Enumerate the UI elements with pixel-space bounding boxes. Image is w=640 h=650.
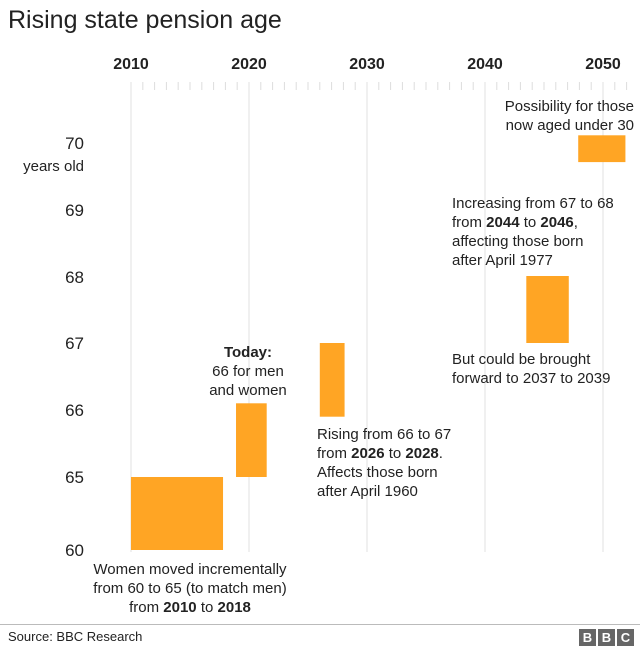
rising-line1: Rising from 66 to 67: [317, 426, 452, 443]
y-tick-label: 66: [65, 401, 84, 420]
possibility-line2: now aged under 30: [505, 117, 634, 134]
women-line1: Women moved incrementally: [93, 561, 287, 578]
pension-age-bar: [319, 343, 345, 417]
source-text: Source: BBC Research: [8, 629, 143, 644]
women-line3d: 2018: [217, 599, 251, 616]
y-tick-label: 70: [65, 134, 84, 153]
x-tick-label: 2010: [113, 56, 149, 73]
increasing-line2b: 2044: [486, 214, 520, 231]
increasing-line2c: to: [519, 214, 541, 231]
women-annotation: Women moved incrementally from 60 to 65 …: [40, 560, 340, 617]
rising-annotation: Rising from 66 to 67 from 2026 to 2028. …: [317, 425, 451, 501]
possibility-annotation: Possibility for those now aged under 30: [478, 97, 634, 135]
x-tick-label: 2030: [349, 56, 385, 73]
possibility-line1: Possibility for those: [504, 98, 634, 115]
y-tick-label: 67: [65, 334, 84, 353]
rising-line2a: from: [317, 445, 352, 462]
pension-age-bar: [526, 276, 569, 343]
increasing-line2e: ,: [573, 214, 578, 231]
today-line1: 66 for men: [212, 363, 284, 380]
women-line3b: 2010: [163, 599, 197, 616]
x-tick-label: 2040: [467, 56, 503, 73]
increasing-annotation: Increasing from 67 to 68 from 2044 to 20…: [452, 194, 614, 270]
increasing-line2d: 2046: [540, 214, 574, 231]
rising-line2d: 2028: [405, 445, 439, 462]
rising-line3: Affects those born: [317, 464, 438, 481]
forward-line1: But could be brought: [452, 351, 591, 368]
rising-line2c: to: [384, 445, 406, 462]
bbc-logo: B B C: [579, 629, 634, 646]
pension-age-bar: [578, 135, 626, 163]
chart-title: Rising state pension age: [8, 6, 282, 34]
forward-annotation: But could be brought forward to 2037 to …: [452, 350, 610, 388]
women-line2: from 60 to 65 (to match men): [93, 580, 287, 597]
rising-line2b: 2026: [351, 445, 385, 462]
logo-letter: B: [579, 629, 596, 646]
increasing-line2a: from: [452, 214, 487, 231]
women-line3a: from: [129, 599, 164, 616]
pension-age-bar: [236, 403, 267, 477]
chart-svg: 2010 2020 2030 2040 2050 60 65 66 67 68 69 70 years …: [23, 56, 628, 560]
footer-divider: [0, 624, 640, 625]
rising-line4: after April 1960: [317, 483, 418, 500]
today-line2: and women: [209, 382, 287, 399]
women-line3c: to: [196, 599, 218, 616]
pension-age-bar: [131, 477, 224, 550]
increasing-line1: Increasing from 67 to 68: [452, 195, 614, 212]
y-axis-label: years old: [23, 158, 84, 175]
rising-line2e: .: [438, 445, 443, 462]
x-tick-label: 2050: [585, 56, 621, 73]
x-tick-label: 2020: [231, 56, 267, 73]
logo-letter: C: [617, 629, 634, 646]
y-tick-label: 69: [65, 201, 84, 220]
logo-letter: B: [598, 629, 615, 646]
y-tick-label: 60: [65, 541, 84, 560]
y-tick-label: 68: [65, 268, 84, 287]
today-bold: Today:: [223, 344, 273, 361]
y-tick-label: 65: [65, 468, 84, 487]
increasing-line4: after April 1977: [452, 252, 553, 269]
increasing-line3: affecting those born: [452, 233, 584, 250]
today-annotation: Today: 66 for men and women: [205, 343, 291, 400]
forward-line2: forward to 2037 to 2039: [452, 370, 611, 387]
